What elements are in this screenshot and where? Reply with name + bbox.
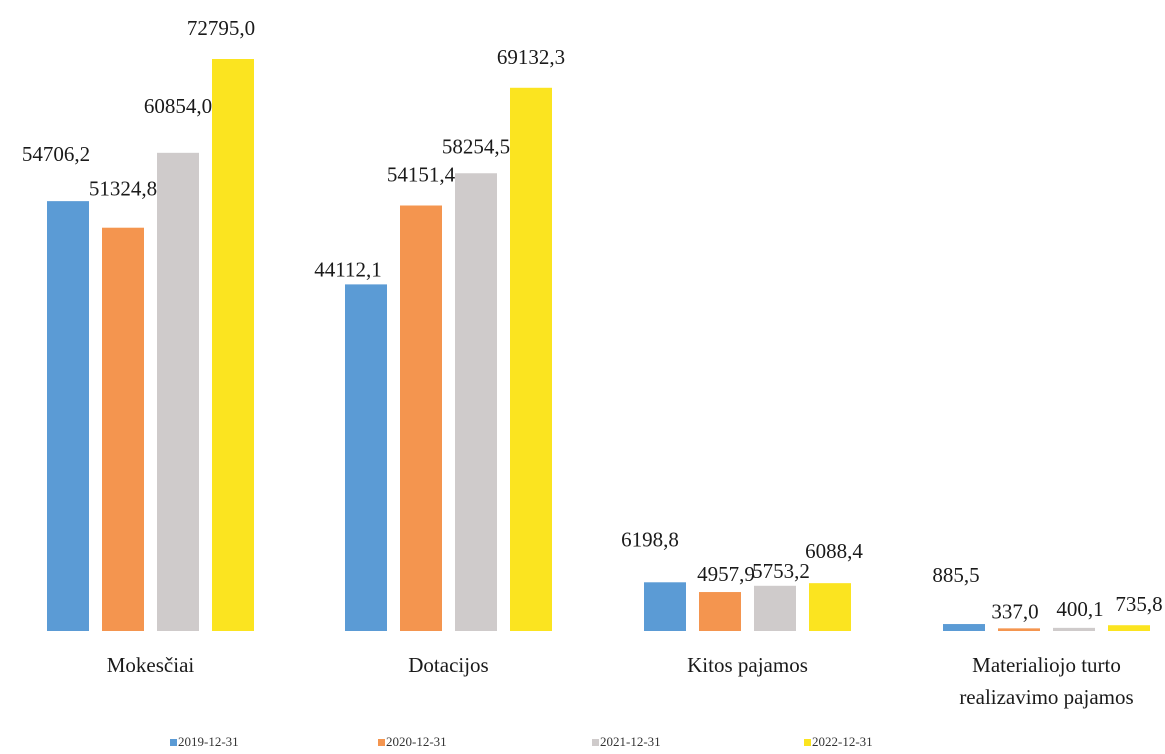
bar-2021-12-31-0: [157, 152, 199, 631]
bar-2020-12-31-3: [998, 628, 1040, 631]
legend-swatch-2022-12-31: [804, 739, 811, 746]
bar-2020-12-31-0: [102, 227, 144, 632]
bar-2022-12-31-0: [212, 59, 254, 631]
data-label-2021-12-31-1: 58254,5: [442, 134, 510, 158]
bar-2022-12-31-3: [1108, 625, 1150, 631]
legend-swatch-2021-12-31: [592, 739, 599, 746]
data-label-2021-12-31-3: 400,1: [1056, 597, 1103, 621]
data-label-2022-12-31-1: 69132,3: [497, 45, 565, 69]
bar-2021-12-31-2: [754, 585, 796, 631]
data-label-2019-12-31-2: 6198,8: [621, 527, 679, 551]
value-labels-layer: 54706,2 44112,1 6198,8 885,5 51324,8 54151,4 4…: [22, 16, 1163, 623]
legend: 2019-12-31 2020-12-31 2021-12-31 2022-12-31: [170, 734, 873, 749]
data-label-2019-12-31-0: 54706,2: [22, 142, 90, 166]
bar-2019-12-31-2: [644, 582, 686, 631]
data-label-2020-12-31-3: 337,0: [991, 599, 1038, 623]
data-label-2020-12-31-0: 51324,8: [89, 177, 157, 201]
data-label-2019-12-31-3: 885,5: [932, 563, 979, 587]
legend-label-2020-12-31: 2020-12-31: [386, 734, 447, 749]
bar-2022-12-31-1: [510, 87, 552, 631]
data-label-2022-12-31-2: 6088,4: [805, 539, 863, 563]
bar-2020-12-31-2: [699, 592, 741, 631]
bar-2019-12-31-3: [943, 624, 985, 631]
category-label-3-1: realizavimo pajamos: [959, 685, 1133, 709]
data-label-2020-12-31-1: 54151,4: [387, 162, 456, 186]
data-label-2021-12-31-0: 60854,0: [144, 94, 212, 118]
data-label-2022-12-31-0: 72795,0: [187, 16, 255, 40]
category-label-0-0: Mokesčiai: [107, 653, 195, 677]
bar-2020-12-31-1: [400, 205, 442, 631]
bar-2021-12-31-3: [1053, 627, 1095, 631]
data-label-2020-12-31-2: 4957,9: [697, 562, 755, 586]
legend-swatch-2019-12-31: [170, 739, 177, 746]
legend-swatch-2020-12-31: [378, 739, 385, 746]
category-labels-layer: Mokesčiai Dotacijos Kitos pajamos Materiali…: [107, 653, 1134, 709]
data-label-2022-12-31-3: 735,8: [1115, 592, 1162, 616]
data-label-2019-12-31-1: 44112,1: [314, 257, 381, 281]
data-label-2021-12-31-2: 5753,2: [752, 559, 810, 583]
bar-2019-12-31-0: [47, 201, 89, 631]
bars-layer: [47, 59, 1150, 632]
bar-2019-12-31-1: [345, 284, 387, 631]
legend-label-2019-12-31: 2019-12-31: [178, 734, 239, 749]
category-label-1-0: Dotacijos: [408, 653, 488, 677]
legend-label-2021-12-31: 2021-12-31: [600, 734, 661, 749]
bar-2022-12-31-2: [809, 583, 851, 631]
bar-2021-12-31-1: [455, 173, 497, 631]
category-label-2-0: Kitos pajamos: [687, 653, 808, 677]
legend-label-2022-12-31: 2022-12-31: [812, 734, 873, 749]
category-label-3-0: Materialiojo turto: [972, 653, 1121, 677]
